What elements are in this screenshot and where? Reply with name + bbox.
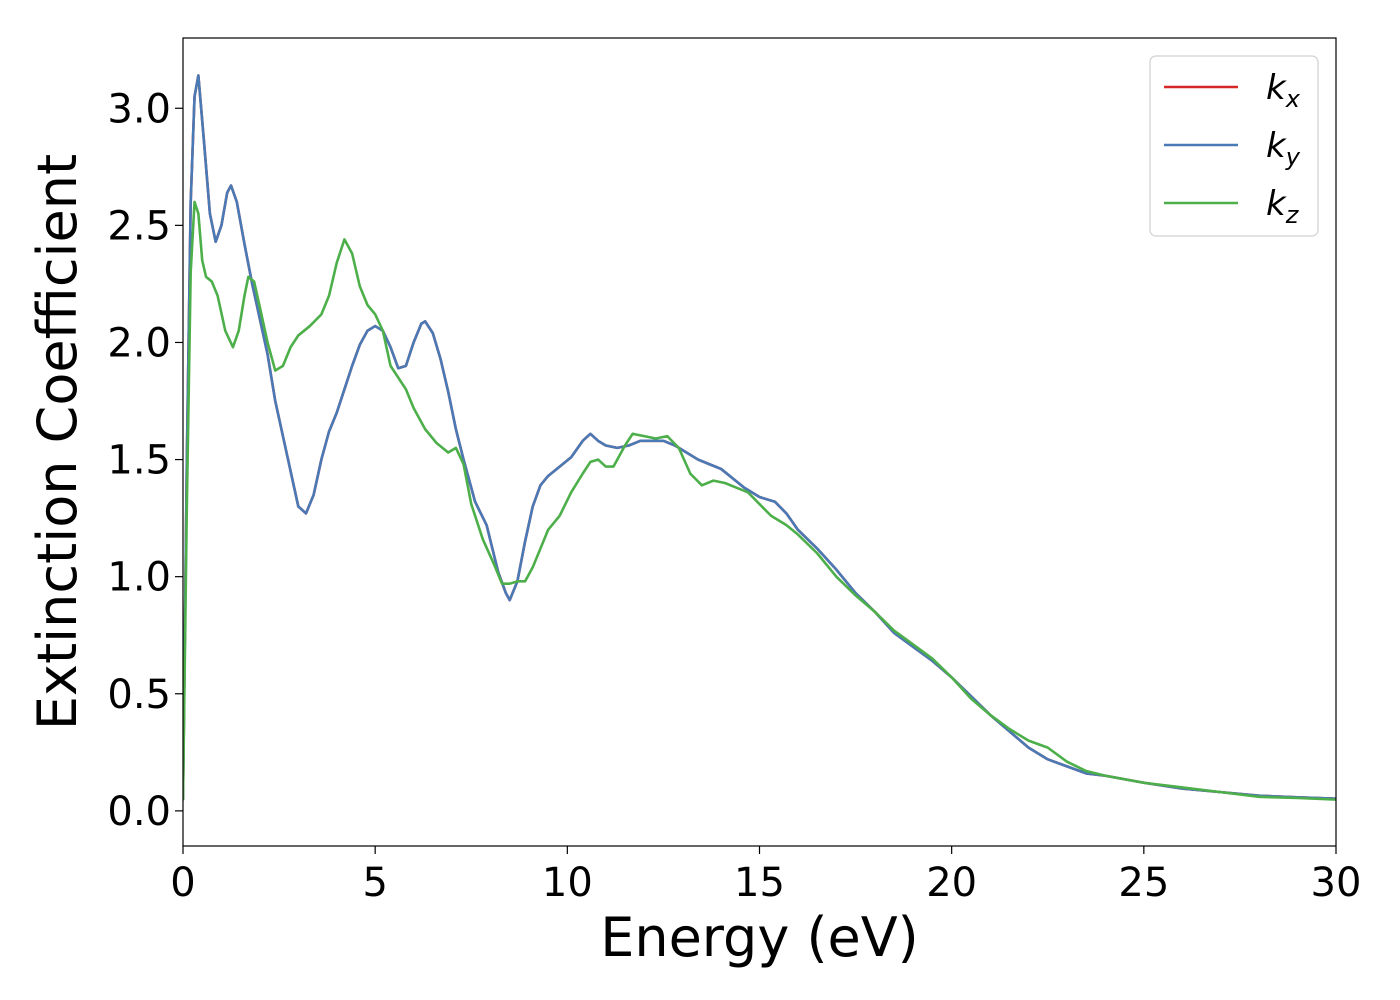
y-tick-label: 0.5 [107, 672, 171, 718]
series-layer [183, 74, 1336, 801]
y-axis-title: Extinction Coefficient [26, 154, 89, 730]
legend-label-base: k [1266, 126, 1287, 166]
legend-label-kx: kx [1266, 68, 1301, 113]
x-axis: 0 5 10 15 20 25 30 [170, 846, 1361, 906]
y-tick-label: 1.5 [107, 438, 171, 484]
y-axis: 0.0 0.5 1.0 1.5 2.0 2.5 3.0 [107, 86, 183, 835]
x-tick-label: 10 [542, 860, 593, 906]
x-tick-label: 5 [362, 860, 387, 906]
y-tick-label: 1.0 [107, 555, 171, 601]
x-tick-label: 25 [1118, 860, 1169, 906]
series-line-ky [183, 74, 1336, 801]
legend-label-kz: kz [1266, 184, 1300, 229]
legend-label-base: k [1266, 184, 1287, 224]
x-tick-label: 15 [734, 860, 785, 906]
y-tick-label: 3.0 [107, 86, 171, 132]
y-tick-label: 2.0 [107, 320, 171, 366]
legend-label-subscript: y [1285, 143, 1301, 171]
y-tick-label: 2.5 [107, 203, 171, 249]
y-tick-label: 0.0 [107, 789, 171, 835]
x-tick-label: 0 [170, 860, 195, 906]
x-tick-label: 30 [1311, 860, 1362, 906]
legend-label-base: k [1266, 68, 1287, 108]
legend-label-ky: ky [1266, 126, 1301, 171]
series-line-kz [183, 200, 1336, 801]
legend-label-subscript: z [1285, 201, 1300, 229]
x-axis-title: Energy (eV) [600, 906, 919, 969]
x-tick-label: 20 [926, 860, 977, 906]
legend-label-subscript: x [1285, 85, 1301, 113]
